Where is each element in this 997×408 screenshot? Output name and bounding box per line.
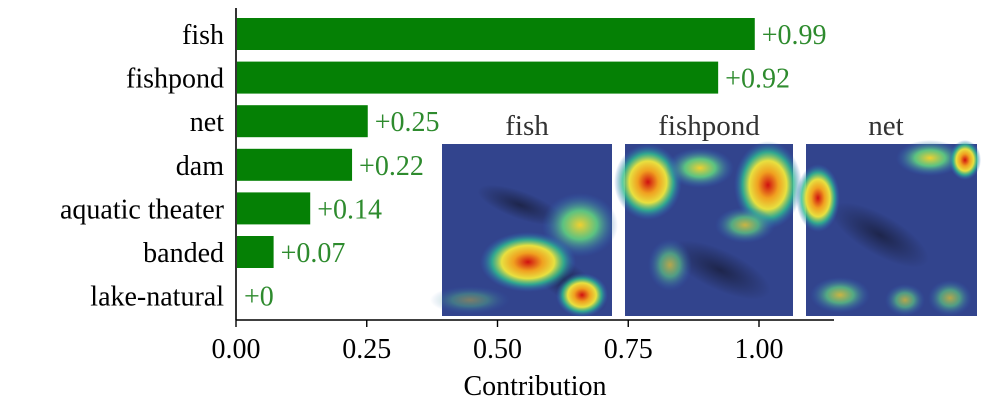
category-label-net: net	[190, 107, 224, 138]
x-axis-label: Contribution	[463, 371, 606, 402]
heatmap-title-fish: fish	[505, 110, 549, 142]
bar-fishpond	[237, 61, 719, 94]
category-label-banded: banded	[143, 238, 224, 269]
value-label-banded: +0.07	[281, 238, 346, 269]
bar-fish	[237, 18, 755, 50]
category-label-fishpond: fishpond	[126, 64, 224, 95]
category-label-fish: fish	[182, 20, 224, 51]
heatmap-panel-fishpond	[614, 141, 802, 316]
heatmap-title-fishpond: fishpond	[658, 110, 760, 142]
x-tick-label: 0.00	[212, 334, 261, 365]
bar-net	[237, 105, 368, 138]
category-label-dam: dam	[176, 151, 224, 182]
heatmap-insets: fish fishpond net	[430, 110, 981, 317]
bar-dam	[237, 148, 353, 181]
bars-layer: fish +0.99 fishpond +0.92 net +0.25 dam +0.22 aq…	[60, 18, 827, 313]
bar-banded	[237, 236, 274, 268]
bar-aquatic-theater	[237, 192, 311, 225]
value-label-lake-natural: +0	[244, 282, 274, 313]
value-label-fish: +0.99	[762, 20, 827, 51]
category-label-lake-natural: lake-natural	[90, 282, 224, 313]
x-ticks-layer: 0.00 0.25 0.50 0.75 1.00	[212, 320, 784, 365]
heatmap-title-net: net	[868, 110, 903, 142]
value-label-net: +0.25	[375, 107, 440, 138]
heatmap-panel-net	[796, 140, 981, 316]
heatmap-panel-fish	[430, 144, 618, 317]
value-label-dam: +0.22	[359, 151, 424, 182]
x-tick-label: 0.50	[473, 334, 522, 365]
category-label-aquatic-theater: aquatic theater	[60, 194, 225, 225]
x-tick-label: 1.00	[735, 334, 784, 365]
x-tick-label: 0.75	[604, 334, 653, 365]
value-label-aquatic-theater: +0.14	[317, 194, 382, 225]
value-label-fishpond: +0.92	[725, 64, 790, 95]
x-tick-label: 0.25	[342, 334, 391, 365]
